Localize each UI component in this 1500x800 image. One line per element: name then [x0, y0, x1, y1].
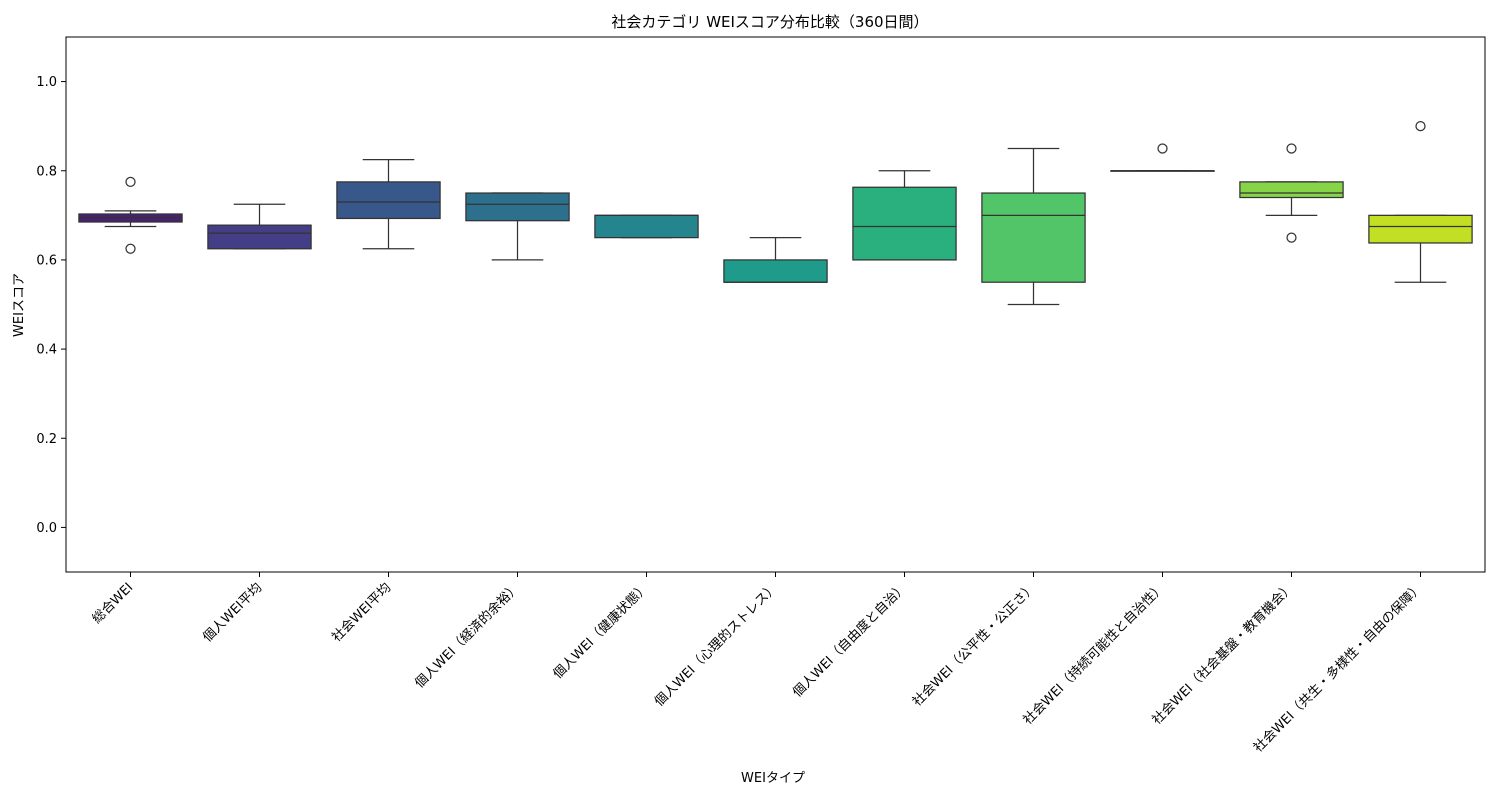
x-tick-label: 社会WEI（社会基盤・教育機会）: [1149, 580, 1297, 728]
x-axis-label: WEIタイプ: [741, 771, 805, 786]
box-body: [336, 181, 441, 220]
box-body: [723, 259, 828, 283]
y-tick-label: 0.6: [36, 253, 57, 268]
x-tick-label: 個人WEI（経済的余裕）: [412, 580, 524, 692]
y-axis-label: WEIスコア: [12, 273, 27, 337]
outlier-point: [125, 176, 136, 188]
plot-frame: [65, 36, 1486, 573]
box-body: [465, 192, 570, 222]
box-body: [852, 186, 957, 261]
outlier-point: [125, 243, 136, 254]
y-tick-label: 0.4: [36, 343, 57, 358]
outlier-point: [1415, 121, 1426, 132]
outlier-point: [1157, 143, 1168, 154]
box-body: [981, 192, 1086, 283]
y-tick-label: 0.2: [36, 432, 57, 447]
box-body: [1368, 214, 1473, 244]
x-tick-label: 社会WEI平均: [329, 580, 395, 646]
box-8: [981, 147, 1086, 306]
y-tick-label: 0.0: [36, 521, 57, 536]
box-11: [1368, 121, 1473, 283]
x-tick-label: 個人WEI（自由度と自治）: [789, 580, 910, 701]
box-5: [594, 214, 699, 239]
box-4: [465, 192, 570, 261]
x-tick-label: 個人WEI平均: [200, 580, 265, 645]
box-6: [723, 237, 828, 283]
x-tick-label: 社会WEI（公平性・公正さ）: [909, 580, 1039, 710]
y-axis: 0.0 0.2 0.4 0.6 0.8 1.0: [36, 75, 66, 536]
box-body: [594, 214, 699, 239]
box-body: [1239, 181, 1344, 199]
box-2: [207, 203, 312, 250]
box-3: [336, 158, 441, 250]
x-tick-label: 個人WEI（健康状態）: [550, 580, 652, 682]
box-9: [1110, 143, 1215, 172]
outlier-point: [1286, 232, 1297, 243]
outlier-point: [1286, 143, 1297, 154]
x-tick-label: 社会WEI（持続可能性と自治性）: [1020, 580, 1168, 728]
box-7: [852, 170, 957, 261]
y-tick-label: 1.0: [36, 75, 57, 90]
box-10: [1239, 143, 1344, 243]
y-tick-label: 0.8: [36, 164, 57, 179]
x-axis: 総合WEI 個人WEI平均 社会WEI平均 個人WEI（経済的余裕） 個人WEI（健康状…: [90, 572, 1426, 756]
x-tick-label: 個人WEI（心理的ストレス）: [651, 580, 781, 710]
x-tick-label: 総合WEI: [90, 580, 137, 627]
box-1: [78, 176, 183, 254]
box-body: [207, 224, 312, 250]
chart-title: 社会カテゴリ WEIスコア分布比較（360日間）: [611, 13, 928, 31]
boxes-group: [78, 121, 1473, 306]
